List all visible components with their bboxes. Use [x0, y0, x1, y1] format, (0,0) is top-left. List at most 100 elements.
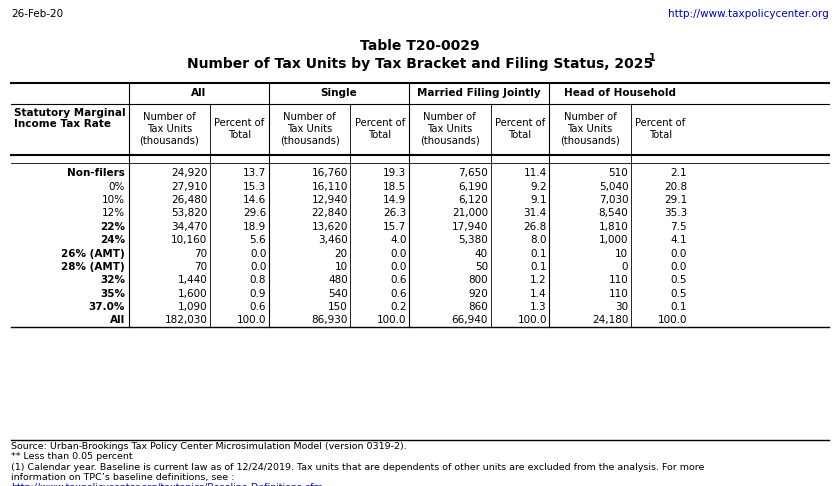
Text: 29.1: 29.1	[664, 195, 687, 205]
Text: 17,940: 17,940	[452, 222, 488, 232]
Text: 26-Feb-20: 26-Feb-20	[11, 9, 63, 18]
Text: 3,460: 3,460	[318, 235, 348, 245]
Text: 53,820: 53,820	[171, 208, 207, 219]
Text: 0.0: 0.0	[671, 248, 687, 259]
Text: ** Less than 0.05 percent: ** Less than 0.05 percent	[11, 452, 133, 462]
Text: 0.6: 0.6	[390, 289, 407, 299]
Text: 0: 0	[622, 262, 628, 272]
Text: 1,440: 1,440	[178, 275, 207, 285]
Text: 35.3: 35.3	[664, 208, 687, 219]
Text: 29.6: 29.6	[243, 208, 266, 219]
Text: 24,180: 24,180	[592, 315, 628, 326]
Text: 0.0: 0.0	[250, 262, 266, 272]
Text: 10,160: 10,160	[171, 235, 207, 245]
Text: 15.7: 15.7	[383, 222, 407, 232]
Text: 18.5: 18.5	[383, 182, 407, 192]
Text: 13,620: 13,620	[312, 222, 348, 232]
Text: 0.0: 0.0	[391, 248, 407, 259]
Text: 24,920: 24,920	[171, 168, 207, 178]
Text: 0.0: 0.0	[250, 248, 266, 259]
Text: Number of
Tax Units
(thousands): Number of Tax Units (thousands)	[280, 112, 339, 145]
Text: 0.5: 0.5	[670, 275, 687, 285]
Text: 16,760: 16,760	[312, 168, 348, 178]
Text: Percent of
Total: Percent of Total	[354, 118, 405, 139]
Text: 0.1: 0.1	[530, 262, 547, 272]
Text: 10: 10	[334, 262, 348, 272]
Text: 26% (AMT): 26% (AMT)	[61, 248, 125, 259]
Text: 66,940: 66,940	[452, 315, 488, 326]
Text: 0.0: 0.0	[391, 262, 407, 272]
Text: Number of
Tax Units
(thousands): Number of Tax Units (thousands)	[420, 112, 480, 145]
Text: 22,840: 22,840	[312, 208, 348, 219]
Text: 110: 110	[608, 275, 628, 285]
Text: 9.2: 9.2	[530, 182, 547, 192]
Text: 7.5: 7.5	[670, 222, 687, 232]
Text: Number of
Tax Units
(thousands): Number of Tax Units (thousands)	[139, 112, 199, 145]
Text: 100.0: 100.0	[517, 315, 547, 326]
Text: 1.2: 1.2	[530, 275, 547, 285]
Text: 86,930: 86,930	[312, 315, 348, 326]
Text: 8,540: 8,540	[599, 208, 628, 219]
Text: All: All	[110, 315, 125, 326]
Text: 100.0: 100.0	[658, 315, 687, 326]
Text: Percent of
Total: Percent of Total	[635, 118, 685, 139]
Text: 32%: 32%	[100, 275, 125, 285]
Text: 30: 30	[615, 302, 628, 312]
Text: 920: 920	[468, 289, 488, 299]
Text: 0.1: 0.1	[530, 248, 547, 259]
Text: Table T20-0029: Table T20-0029	[360, 39, 480, 53]
Text: 7,650: 7,650	[459, 168, 488, 178]
Text: 0.6: 0.6	[390, 275, 407, 285]
Text: 20.8: 20.8	[664, 182, 687, 192]
Text: 12,940: 12,940	[312, 195, 348, 205]
Text: 27,910: 27,910	[171, 182, 207, 192]
Text: 0.6: 0.6	[249, 302, 266, 312]
Text: 5,380: 5,380	[459, 235, 488, 245]
Text: Number of
Tax Units
(thousands): Number of Tax Units (thousands)	[560, 112, 620, 145]
Text: 800: 800	[469, 275, 488, 285]
Text: All: All	[191, 88, 207, 98]
Text: 1,000: 1,000	[599, 235, 628, 245]
Text: http://www.taxpolicycenter.org/taxtopics/Baseline-Definitions.cfm: http://www.taxpolicycenter.org/taxtopics…	[11, 483, 323, 486]
Text: 28% (AMT): 28% (AMT)	[61, 262, 125, 272]
Text: 70: 70	[194, 248, 207, 259]
Text: 5.6: 5.6	[249, 235, 266, 245]
Text: 50: 50	[475, 262, 488, 272]
Text: 16,110: 16,110	[312, 182, 348, 192]
Text: 100.0: 100.0	[377, 315, 407, 326]
Text: 0.2: 0.2	[390, 302, 407, 312]
Text: 10: 10	[615, 248, 628, 259]
Text: 40: 40	[475, 248, 488, 259]
Text: 37.0%: 37.0%	[89, 302, 125, 312]
Text: Married Filing Jointly: Married Filing Jointly	[417, 88, 541, 98]
Text: 34,470: 34,470	[171, 222, 207, 232]
Text: 150: 150	[328, 302, 348, 312]
Text: Percent of
Total: Percent of Total	[495, 118, 545, 139]
Text: 13.7: 13.7	[243, 168, 266, 178]
Text: 8.0: 8.0	[530, 235, 547, 245]
Text: 0.8: 0.8	[249, 275, 266, 285]
Text: 14.9: 14.9	[383, 195, 407, 205]
Text: Single: Single	[321, 88, 357, 98]
Text: 100.0: 100.0	[237, 315, 266, 326]
Text: Percent of
Total: Percent of Total	[214, 118, 265, 139]
Text: 10%: 10%	[102, 195, 125, 205]
Text: 19.3: 19.3	[383, 168, 407, 178]
Text: 182,030: 182,030	[165, 315, 207, 326]
Text: 70: 70	[194, 262, 207, 272]
Text: 14.6: 14.6	[243, 195, 266, 205]
Text: Head of Household: Head of Household	[564, 88, 675, 98]
Text: 24%: 24%	[100, 235, 125, 245]
Text: 4.1: 4.1	[670, 235, 687, 245]
Text: 35%: 35%	[100, 289, 125, 299]
Text: 860: 860	[468, 302, 488, 312]
Text: 510: 510	[608, 168, 628, 178]
Text: 1.3: 1.3	[530, 302, 547, 312]
Text: 0.9: 0.9	[249, 289, 266, 299]
Text: 1.4: 1.4	[530, 289, 547, 299]
Text: 1,600: 1,600	[178, 289, 207, 299]
Text: 6,190: 6,190	[459, 182, 488, 192]
Text: 15.3: 15.3	[243, 182, 266, 192]
Text: 0.5: 0.5	[670, 289, 687, 299]
Text: http://www.taxpolicycenter.org: http://www.taxpolicycenter.org	[669, 9, 829, 18]
